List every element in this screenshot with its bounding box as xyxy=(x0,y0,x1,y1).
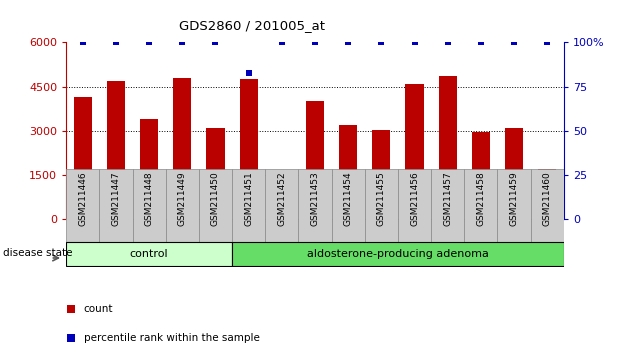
Text: GSM211451: GSM211451 xyxy=(244,171,253,226)
Text: GSM211448: GSM211448 xyxy=(145,171,154,226)
Bar xyxy=(438,76,457,219)
Bar xyxy=(538,169,556,219)
Bar xyxy=(331,169,365,257)
Bar xyxy=(265,169,299,257)
Point xyxy=(111,40,121,45)
Point xyxy=(509,40,519,45)
Bar xyxy=(464,169,498,257)
Text: count: count xyxy=(84,304,113,314)
Bar xyxy=(406,84,423,219)
Text: GSM211458: GSM211458 xyxy=(476,171,485,226)
Point xyxy=(343,40,353,45)
Bar xyxy=(100,169,132,257)
Bar xyxy=(339,125,357,219)
Text: control: control xyxy=(130,249,168,259)
Text: GSM211446: GSM211446 xyxy=(78,171,87,226)
Text: aldosterone-producing adenoma: aldosterone-producing adenoma xyxy=(307,249,489,259)
Bar xyxy=(398,169,431,257)
Bar xyxy=(199,169,232,257)
Text: GSM211447: GSM211447 xyxy=(112,171,120,226)
Point xyxy=(476,40,486,45)
Bar xyxy=(232,242,564,266)
Text: GSM211452: GSM211452 xyxy=(277,171,286,226)
Text: GSM211449: GSM211449 xyxy=(178,171,186,226)
Bar xyxy=(273,203,291,219)
Text: GDS2860 / 201005_at: GDS2860 / 201005_at xyxy=(179,19,325,33)
Text: GSM211455: GSM211455 xyxy=(377,171,386,226)
Text: GSM211460: GSM211460 xyxy=(543,171,552,226)
Bar xyxy=(505,128,523,219)
Bar xyxy=(472,132,490,219)
Text: GSM211459: GSM211459 xyxy=(510,171,518,226)
Point xyxy=(244,70,254,75)
Point xyxy=(410,40,420,45)
Bar xyxy=(239,79,258,219)
Bar xyxy=(140,119,158,219)
Text: GSM211450: GSM211450 xyxy=(211,171,220,226)
Bar xyxy=(299,169,331,257)
Text: GSM211456: GSM211456 xyxy=(410,171,419,226)
Point xyxy=(542,40,553,45)
Point xyxy=(66,335,76,341)
Point xyxy=(144,40,154,45)
Bar xyxy=(498,169,530,257)
Point xyxy=(277,40,287,45)
Text: percentile rank within the sample: percentile rank within the sample xyxy=(84,333,260,343)
Text: GSM211457: GSM211457 xyxy=(444,171,452,226)
Bar xyxy=(207,128,224,219)
Bar xyxy=(372,130,391,219)
Bar xyxy=(107,81,125,219)
Text: GSM211454: GSM211454 xyxy=(344,171,353,226)
Point xyxy=(177,40,187,45)
Point xyxy=(376,40,386,45)
Bar xyxy=(132,169,166,257)
Point xyxy=(210,40,220,45)
Bar xyxy=(66,169,100,257)
Bar xyxy=(306,102,324,219)
Bar xyxy=(232,169,265,257)
Bar xyxy=(66,242,232,266)
Bar xyxy=(530,169,564,257)
Point xyxy=(443,40,453,45)
Bar xyxy=(173,78,192,219)
Text: disease state: disease state xyxy=(3,248,72,258)
Point xyxy=(77,40,88,45)
Bar xyxy=(74,97,92,219)
Point xyxy=(66,306,76,312)
Point xyxy=(310,40,320,45)
Bar xyxy=(166,169,199,257)
Text: GSM211453: GSM211453 xyxy=(311,171,319,226)
Bar xyxy=(431,169,464,257)
Bar xyxy=(365,169,398,257)
